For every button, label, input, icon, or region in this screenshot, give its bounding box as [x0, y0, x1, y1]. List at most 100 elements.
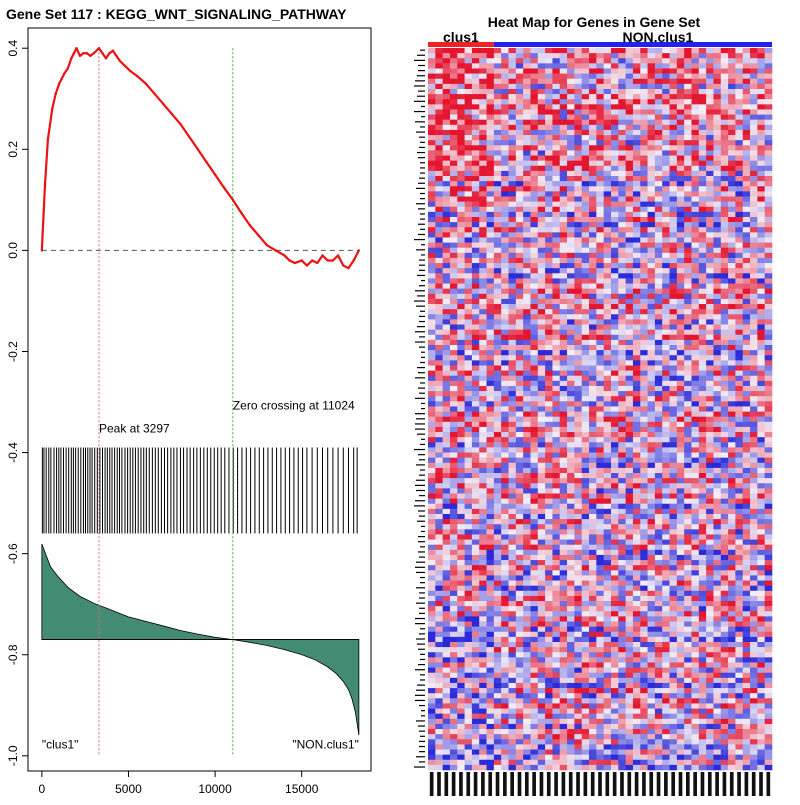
heat-map-cell: [523, 514, 531, 519]
heat-map-cell: [545, 171, 553, 176]
heat-map-cell: [545, 140, 553, 145]
heat-map-cell: [487, 248, 495, 253]
heat-map-cell: [552, 458, 560, 463]
heat-map-cell: [538, 345, 546, 350]
heat-map-cell: [640, 504, 648, 509]
heat-map-cell: [626, 294, 634, 299]
enrichment-score-point: [41, 249, 43, 251]
heat-map-cell: [567, 166, 575, 171]
heat-map-cell: [677, 84, 685, 89]
heat-map-cell: [523, 232, 531, 237]
heat-map-cell: [501, 289, 509, 294]
heat-map-cell: [626, 227, 634, 232]
heat-map-cell: [450, 473, 458, 478]
heat-map-cell: [435, 565, 443, 570]
heat-map-cell: [589, 227, 597, 232]
heat-map-cell: [618, 371, 626, 376]
heat-map-cell: [743, 376, 751, 381]
heat-map-cell: [450, 401, 458, 406]
heat-map-cell: [713, 273, 721, 278]
heat-map-cell: [706, 207, 714, 212]
heat-map-cell: [501, 202, 509, 207]
heat-map-cell: [465, 89, 473, 94]
heat-map-cell: [706, 514, 714, 519]
heat-map-cell: [574, 263, 582, 268]
heat-map-cell: [648, 115, 656, 120]
heat-map-cell: [640, 468, 648, 473]
heat-map-cell: [509, 447, 517, 452]
heat-map-cell: [523, 376, 531, 381]
heat-map-cell: [662, 330, 670, 335]
heat-map-cell: [435, 371, 443, 376]
heat-map-cell: [457, 53, 465, 58]
heat-map-cell: [604, 227, 612, 232]
heat-map-cell: [472, 89, 480, 94]
heat-map-cell: [567, 437, 575, 442]
heat-map-cell: [582, 509, 590, 514]
heat-map-cell: [435, 473, 443, 478]
heat-map-cell: [435, 432, 443, 437]
heat-map-cell: [545, 319, 553, 324]
heat-map-cell: [626, 391, 634, 396]
heat-map-cell: [545, 432, 553, 437]
heat-map-cell: [538, 493, 546, 498]
heat-map-cell: [516, 422, 524, 427]
heat-map-cell: [706, 258, 714, 263]
heat-map-cell: [721, 278, 729, 283]
heat-map-cell: [750, 227, 758, 232]
heat-map-cell: [735, 289, 743, 294]
heat-map-cell: [670, 166, 678, 171]
heat-map-cell: [545, 237, 553, 242]
heat-map-cell: [728, 468, 736, 473]
heat-map-cell: [757, 560, 765, 565]
heat-map-cell: [435, 232, 443, 237]
heat-map-cell: [618, 68, 626, 73]
heat-map-cell: [530, 304, 538, 309]
heat-map-cell: [435, 120, 443, 125]
heat-map-cell: [743, 396, 751, 401]
peak-label: Peak at 3297: [99, 421, 170, 435]
heat-map-cell: [684, 376, 692, 381]
heat-map-cell: [509, 135, 517, 140]
heat-map-cell: [574, 74, 582, 79]
heat-map-cell: [530, 540, 538, 545]
heat-map-cell: [633, 166, 641, 171]
heat-map-cell: [501, 84, 509, 89]
heat-map-cell: [479, 243, 487, 248]
heat-map-cell: [589, 130, 597, 135]
heat-map-cell: [757, 371, 765, 376]
heat-map-cell: [443, 478, 451, 483]
heat-map-cell: [487, 376, 495, 381]
heat-map-cell: [596, 140, 604, 145]
heat-map-cell: [530, 58, 538, 63]
heat-map-cell: [450, 391, 458, 396]
heat-map-cell: [750, 207, 758, 212]
heat-map-cell: [523, 63, 531, 68]
heat-map-cell: [735, 243, 743, 248]
heat-map-cell: [552, 53, 560, 58]
heat-map-cell: [618, 560, 626, 565]
heat-map-cell: [648, 109, 656, 114]
heat-map-cell: [670, 345, 678, 350]
heat-map-cell: [530, 278, 538, 283]
heat-map-cell: [750, 437, 758, 442]
heat-map-cell: [604, 442, 612, 447]
heat-map-cell: [509, 304, 517, 309]
heat-map-cell: [713, 150, 721, 155]
heat-map-cell: [523, 437, 531, 442]
heat-map-cell: [501, 483, 509, 488]
heat-map-cell: [545, 458, 553, 463]
heat-map-cell: [662, 289, 670, 294]
heat-map-cell: [743, 545, 751, 550]
heat-map-cell: [684, 427, 692, 432]
heat-map-cell: [574, 304, 582, 309]
heat-map-cell: [567, 365, 575, 370]
heat-map-cell: [596, 371, 604, 376]
heat-map-cell: [582, 140, 590, 145]
heat-map-cell: [435, 540, 443, 545]
heat-map-cell: [567, 514, 575, 519]
heat-map-cell: [450, 94, 458, 99]
heat-map-cell: [721, 401, 729, 406]
heat-map-cell: [523, 58, 531, 63]
heat-map-cell: [560, 171, 568, 176]
